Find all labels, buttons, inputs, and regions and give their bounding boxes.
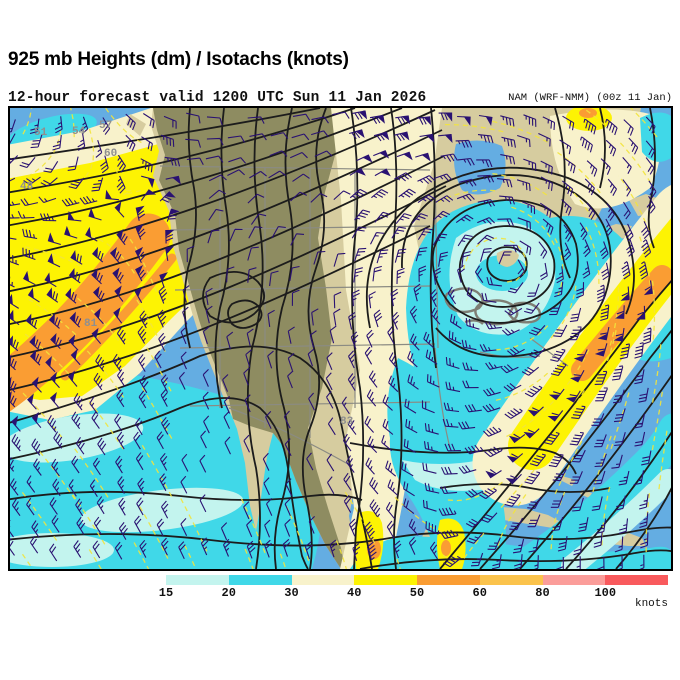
legend-swatch: [291, 575, 355, 585]
legend-swatch: [479, 575, 543, 585]
legend-tick-label: 50: [409, 586, 425, 600]
legend-swatch: [166, 575, 229, 585]
legend-tick-label: 15: [158, 586, 174, 600]
contour-label-layer: 51 54 57 60 48 81 83: [20, 120, 354, 428]
height-contour-label: 48: [20, 181, 34, 193]
legend-tick-label: 60: [472, 586, 487, 600]
height-contour-label: 57: [99, 120, 112, 132]
height-contour-label: 51: [34, 127, 48, 139]
scale-unit-label: knots: [634, 598, 668, 610]
legend-tick-label: 100: [594, 586, 617, 600]
high-terrain: [153, 108, 346, 569]
state-borders: [159, 165, 569, 465]
height-contour-label: 83: [340, 416, 354, 428]
legend-swatch: [542, 575, 606, 585]
maritime-islands: [599, 194, 662, 240]
legend-swatch: [228, 575, 292, 585]
height-contours: [10, 108, 671, 569]
weather-map-frame: 51 54 57 60 48 81 83: [8, 106, 673, 571]
legend-swatch: [417, 575, 480, 585]
legend-tick-label: 20: [221, 586, 236, 600]
legend-swatch: [605, 575, 668, 585]
legend-tick-label: 30: [284, 586, 299, 600]
streamline-layer: [21, 108, 669, 569]
height-contour-label: 60: [104, 148, 117, 160]
height-contour-label: 81: [84, 318, 98, 330]
height-contour-label: 54: [72, 126, 86, 138]
page-title: 925 mb Heights (dm) / Isotachs (knots): [8, 49, 349, 70]
weather-map-plot: 51 54 57 60 48 81 83: [10, 108, 671, 569]
model-run-label: NAM (WRF-NMM) (00z 11 Jan): [508, 92, 672, 104]
isotach-color-scale: [166, 575, 668, 585]
legend-swatch: [354, 575, 417, 585]
legend-tick-label: 40: [347, 586, 362, 600]
legend-tick-label: 80: [535, 586, 550, 600]
isotach-scale-labels: 15 20 30 40 50 60 80 100: [159, 586, 668, 600]
wind-barbs: [10, 110, 657, 569]
forecast-valid-line: 12-hour forecast valid 1200 UTC Sun 11 J…: [8, 90, 427, 106]
streamlines: [21, 108, 669, 569]
wind-barb-layer: [10, 110, 657, 569]
